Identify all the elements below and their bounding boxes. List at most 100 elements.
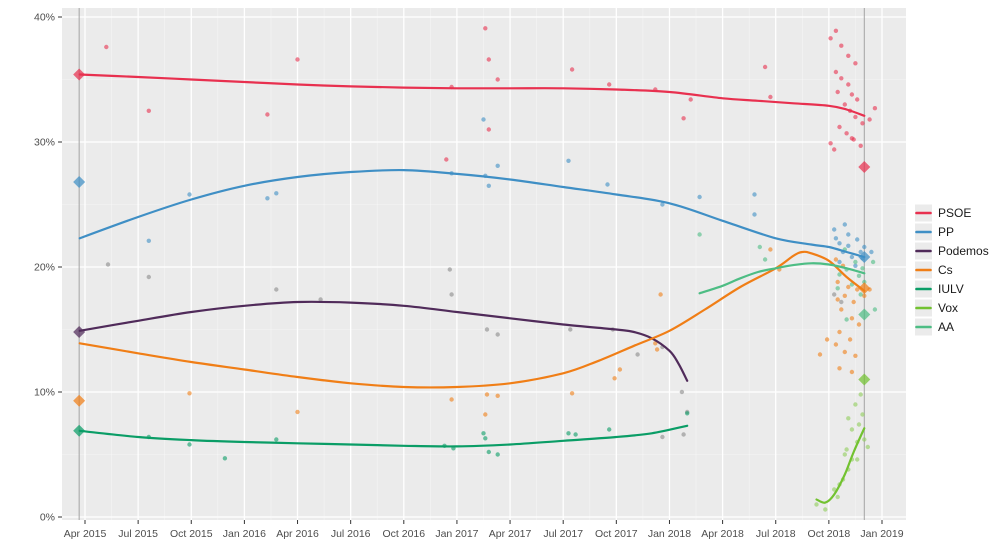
poll-dot xyxy=(566,158,571,163)
poll-dot xyxy=(872,307,878,312)
poll-dot xyxy=(495,163,500,168)
poll-dot xyxy=(862,437,867,442)
poll-dot xyxy=(685,411,690,416)
trend-line-pp xyxy=(78,168,866,259)
poll-dot xyxy=(835,89,840,95)
trend-line-podemos xyxy=(78,300,689,382)
x-axis-label: Apr 2018 xyxy=(701,528,744,540)
poll-dot xyxy=(762,64,768,70)
poll-dots-cs xyxy=(187,247,872,417)
poll-dot xyxy=(872,106,878,111)
poll-dot xyxy=(853,263,858,268)
poll-dot xyxy=(688,97,693,102)
poll-dot xyxy=(832,147,837,152)
election-result-diamond-psoe xyxy=(858,161,871,173)
poll-dot xyxy=(483,436,488,441)
poll-dot xyxy=(752,192,757,197)
legend-label-iulv: IULV xyxy=(938,282,964,296)
x-axis-label: Jul 2016 xyxy=(331,528,371,540)
poll-dot xyxy=(846,232,851,237)
legend-label-cs: Cs xyxy=(938,263,953,277)
x-axis-label: Oct 2015 xyxy=(170,528,213,540)
election-result-diamond-pp xyxy=(858,251,871,263)
poll-dot xyxy=(842,102,847,107)
x-axis-label: Oct 2016 xyxy=(382,528,425,540)
x-axis-label: Oct 2018 xyxy=(808,528,851,540)
poll-dot xyxy=(274,437,279,442)
poll-dot xyxy=(860,266,865,271)
trend-line-aa xyxy=(698,262,866,295)
poll-dot xyxy=(844,317,849,322)
poll-dot xyxy=(146,108,151,114)
poll-dot xyxy=(846,243,851,248)
election-result-diamond-cs xyxy=(73,394,86,407)
poll-dot xyxy=(858,143,863,148)
poll-dot xyxy=(768,94,773,100)
legend-label-podemos: Podemos xyxy=(938,244,989,258)
poll-dot xyxy=(837,329,842,335)
poll-dot xyxy=(833,69,839,75)
poll-dot xyxy=(752,212,757,217)
poll-dot xyxy=(837,124,842,130)
poll-dot xyxy=(855,97,860,102)
poll-dot xyxy=(849,92,855,97)
poll-dot xyxy=(846,53,851,58)
poll-dot xyxy=(856,322,862,327)
x-axis-label: Jul 2015 xyxy=(118,528,158,540)
poll-dot xyxy=(867,117,872,122)
poll-dot xyxy=(846,416,851,421)
poll-dot xyxy=(849,369,855,375)
poll-dot xyxy=(697,194,702,200)
y-axis-label: 20% xyxy=(34,262,55,274)
poll-dot xyxy=(858,392,863,397)
poll-dot xyxy=(855,457,860,462)
poll-dots-pp xyxy=(146,117,874,268)
poll-dot xyxy=(762,257,768,262)
poll-dot xyxy=(837,259,842,265)
poll-dot xyxy=(817,352,823,357)
x-axis-label: Jan 2019 xyxy=(860,528,903,540)
poll-dot xyxy=(573,432,578,437)
poll-dot xyxy=(853,259,858,265)
trend-line-vox xyxy=(815,427,866,504)
poll-dot xyxy=(697,232,702,237)
election-result-diamond-iulv xyxy=(73,424,86,437)
trend-line-psoe xyxy=(78,73,866,117)
poll-dot xyxy=(844,131,849,136)
poll-dot xyxy=(495,332,500,337)
poll-dot xyxy=(486,127,491,132)
election-result-diamond-aa xyxy=(858,308,871,321)
poll-dot xyxy=(870,259,876,265)
poll-dot xyxy=(569,67,575,72)
poll-dot xyxy=(768,247,773,252)
poll-dot xyxy=(860,121,865,126)
poll-dot xyxy=(653,341,658,346)
trend-line-iulv xyxy=(78,424,689,448)
poll-dot xyxy=(486,449,491,455)
poll-dot xyxy=(681,432,686,437)
x-axis-label: Apr 2015 xyxy=(64,528,107,540)
poll-dot xyxy=(839,76,844,81)
poll-dot xyxy=(274,287,279,292)
y-axis-label: 0% xyxy=(40,512,55,524)
legend-label-pp: PP xyxy=(938,225,954,239)
poll-dot xyxy=(449,292,454,297)
poll-dot xyxy=(486,183,491,188)
poll-dot xyxy=(569,391,575,396)
x-axis-label: Jul 2018 xyxy=(756,528,796,540)
poll-dot xyxy=(484,392,490,397)
poll-dot xyxy=(851,299,856,305)
poll-dot xyxy=(860,412,865,417)
poll-dot xyxy=(842,349,847,355)
poll-dot xyxy=(833,236,839,241)
poll-dot xyxy=(855,237,860,242)
poll-dot xyxy=(853,402,858,407)
legend-label-vox: Vox xyxy=(938,301,958,315)
x-axis-label: Jan 2018 xyxy=(648,528,691,540)
poll-dot xyxy=(495,77,500,82)
poll-dot xyxy=(495,393,500,398)
poll-dot xyxy=(839,43,844,48)
poll-dot xyxy=(839,307,844,312)
